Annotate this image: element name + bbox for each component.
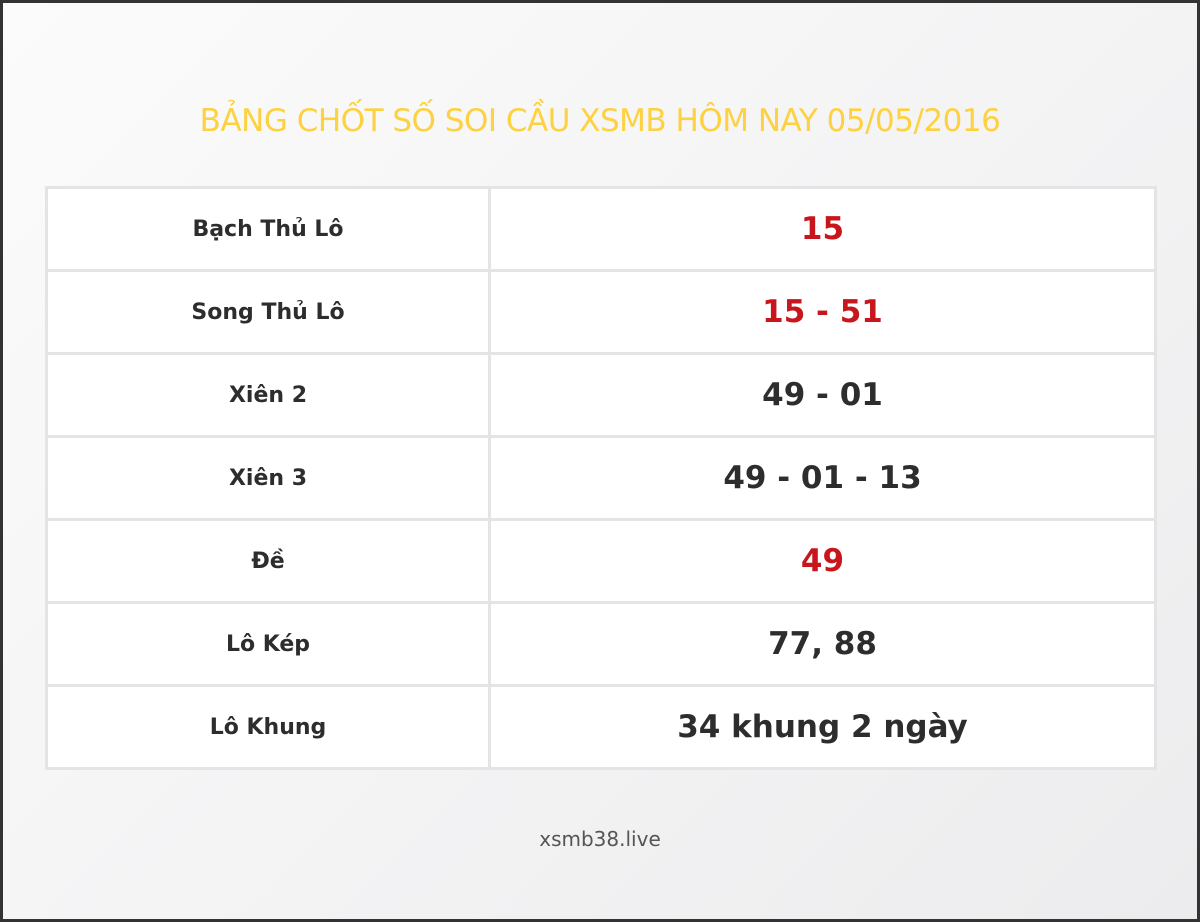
table-row: Đề 49	[45, 518, 1157, 604]
row-value: 15	[488, 186, 1157, 272]
row-label: Đề	[45, 518, 491, 604]
row-label: Bạch Thủ Lô	[45, 186, 491, 272]
row-label: Song Thủ Lô	[45, 269, 491, 355]
row-value: 15 - 51	[488, 269, 1157, 355]
row-label: Lô Khung	[45, 684, 491, 770]
site-watermark: xsmb38.live	[539, 827, 661, 851]
table-row: Song Thủ Lô 15 - 51	[45, 269, 1157, 355]
prediction-table: Bạch Thủ Lô 15 Song Thủ Lô 15 - 51 Xiên 2 49 …	[45, 186, 1157, 770]
row-value: 77, 88	[488, 601, 1157, 687]
table-row: Lô Khung 34 khung 2 ngày	[45, 684, 1157, 770]
table-row: Bạch Thủ Lô 15	[45, 186, 1157, 272]
row-label: Lô Kép	[45, 601, 491, 687]
row-value: 49 - 01 - 13	[488, 435, 1157, 521]
row-value: 49 - 01	[488, 352, 1157, 438]
row-label: Xiên 3	[45, 435, 491, 521]
row-value: 49	[488, 518, 1157, 604]
table-row: Xiên 3 49 - 01 - 13	[45, 435, 1157, 521]
table-row: Xiên 2 49 - 01	[45, 352, 1157, 438]
table-row: Lô Kép 77, 88	[45, 601, 1157, 687]
row-value: 34 khung 2 ngày	[488, 684, 1157, 770]
page-title: BẢNG CHỐT SỐ SOI CẦU XSMB HÔM NAY 05/05/…	[199, 103, 1001, 139]
row-label: Xiên 2	[45, 352, 491, 438]
